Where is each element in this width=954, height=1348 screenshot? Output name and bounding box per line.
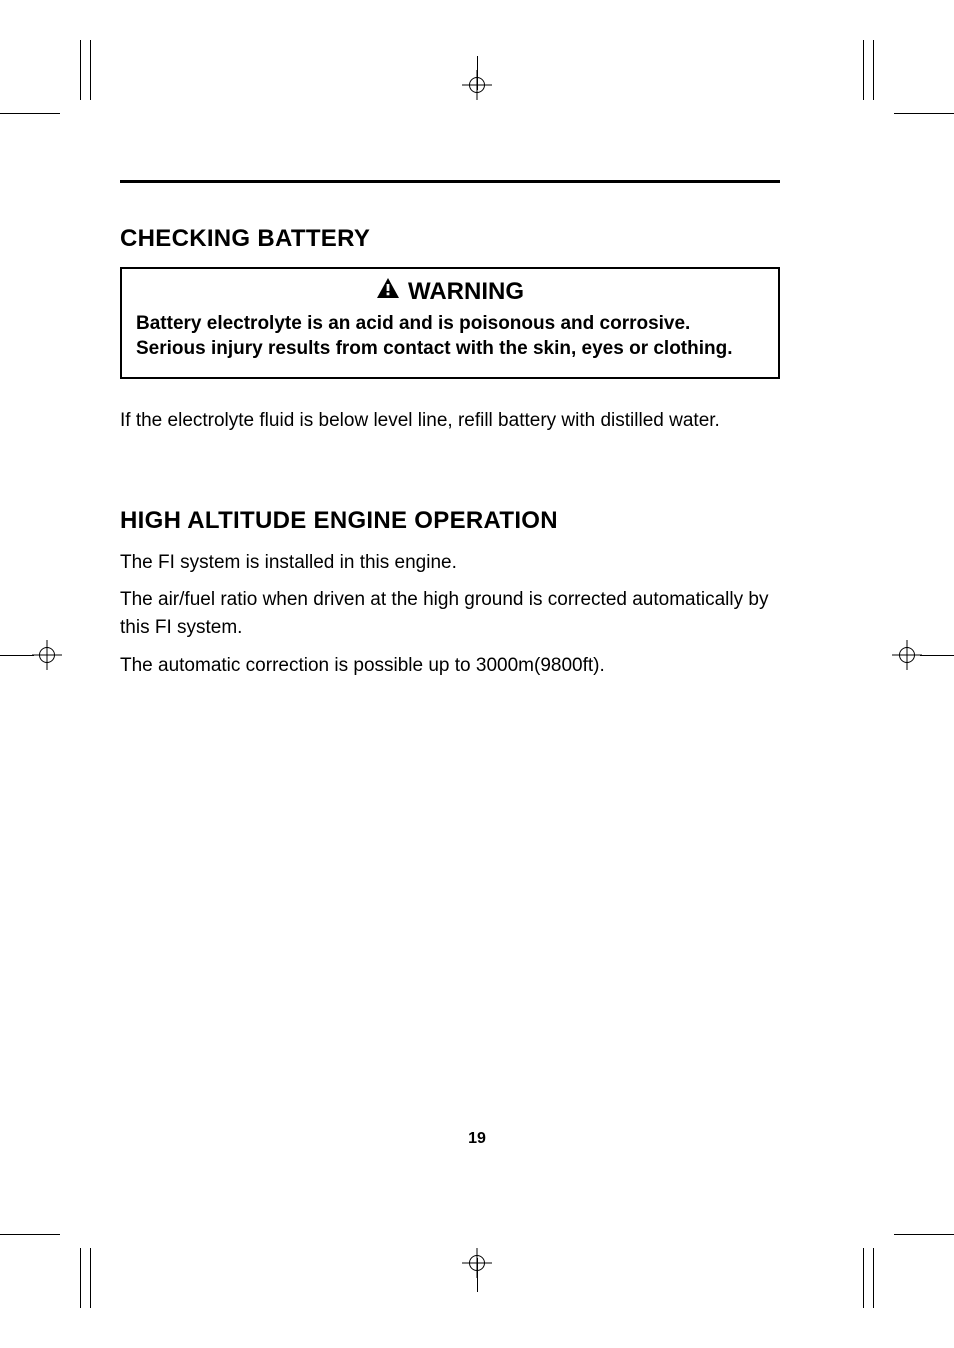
crop-mark bbox=[873, 1248, 874, 1308]
crop-mark bbox=[863, 40, 864, 100]
crop-mark bbox=[0, 113, 60, 114]
top-rule bbox=[120, 180, 780, 183]
warning-line-2: Serious injury results from contact with… bbox=[136, 337, 764, 362]
crop-mark bbox=[0, 655, 34, 656]
crop-mark bbox=[894, 1234, 954, 1235]
section-heading-altitude: HIGH ALTITUDE ENGINE OPERATION bbox=[120, 507, 780, 535]
altitude-paragraph-1: The FI system is installed in this engin… bbox=[120, 549, 780, 577]
warning-triangle-icon bbox=[376, 277, 400, 306]
crop-mark bbox=[90, 1248, 91, 1308]
page-content: CHECKING BATTERY WARNING Battery electro… bbox=[120, 180, 780, 689]
warning-line-1: Battery electrolyte is an acid and is po… bbox=[136, 312, 764, 337]
crop-mark bbox=[80, 1248, 81, 1308]
battery-paragraph: If the electrolyte fluid is below level … bbox=[120, 407, 780, 435]
crop-mark bbox=[90, 40, 91, 100]
warning-body: Battery electrolyte is an acid and is po… bbox=[136, 312, 764, 361]
registration-mark-icon bbox=[892, 640, 922, 670]
crop-mark bbox=[0, 1234, 60, 1235]
crop-mark bbox=[894, 113, 954, 114]
section-heading-battery: CHECKING BATTERY bbox=[120, 225, 780, 253]
crop-mark bbox=[920, 655, 954, 656]
registration-mark-icon bbox=[32, 640, 62, 670]
crop-mark bbox=[80, 40, 81, 100]
warning-box: WARNING Battery electrolyte is an acid a… bbox=[120, 267, 780, 379]
registration-mark-icon bbox=[462, 70, 492, 100]
warning-label: WARNING bbox=[408, 278, 524, 306]
registration-mark-icon bbox=[462, 1248, 492, 1278]
warning-heading: WARNING bbox=[136, 277, 764, 306]
altitude-paragraph-2: The air/fuel ratio when driven at the hi… bbox=[120, 586, 780, 641]
crop-mark bbox=[863, 1248, 864, 1308]
page-number: 19 bbox=[0, 1130, 954, 1148]
crop-mark bbox=[873, 40, 874, 100]
altitude-paragraph-3: The automatic correction is possible up … bbox=[120, 652, 780, 680]
